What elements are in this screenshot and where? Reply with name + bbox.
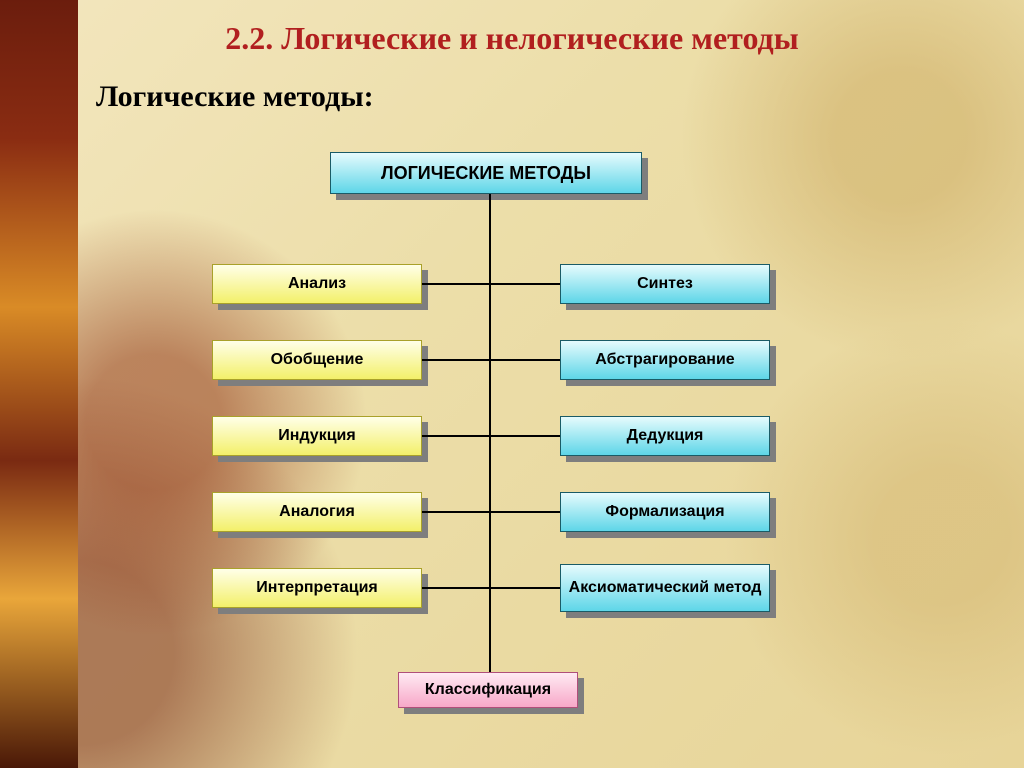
connector bbox=[490, 359, 560, 361]
connector bbox=[422, 283, 490, 285]
connector bbox=[422, 511, 490, 513]
connector bbox=[489, 194, 491, 672]
diagram-box-root: ЛОГИЧЕСКИЕ МЕТОДЫ bbox=[330, 152, 642, 194]
diagram-box-left-3: Аналогия bbox=[212, 492, 422, 532]
diagram-box-right-1: Абстрагирование bbox=[560, 340, 770, 380]
slide: 2.2. Логические и нелогические методы Ло… bbox=[0, 0, 1024, 768]
connector bbox=[422, 587, 490, 589]
diagram-canvas: ЛОГИЧЕСКИЕ МЕТОДЫ Анализ Обобщение Индукция… bbox=[0, 0, 1024, 768]
connector bbox=[490, 283, 560, 285]
diagram-box-left-0: Анализ bbox=[212, 264, 422, 304]
diagram-box-left-1: Обобщение bbox=[212, 340, 422, 380]
diagram-box-right-0: Синтез bbox=[560, 264, 770, 304]
diagram-box-bottom: Классификация bbox=[398, 672, 578, 708]
diagram-box-right-2: Дедукция bbox=[560, 416, 770, 456]
connector bbox=[490, 587, 560, 589]
connector bbox=[422, 435, 490, 437]
connector bbox=[490, 435, 560, 437]
connector bbox=[490, 511, 560, 513]
diagram-box-left-2: Индукция bbox=[212, 416, 422, 456]
connector bbox=[422, 359, 490, 361]
diagram-box-right-3: Формализация bbox=[560, 492, 770, 532]
diagram-box-right-4: Аксиоматический метод bbox=[560, 564, 770, 612]
diagram-box-left-4: Интерпретация bbox=[212, 568, 422, 608]
